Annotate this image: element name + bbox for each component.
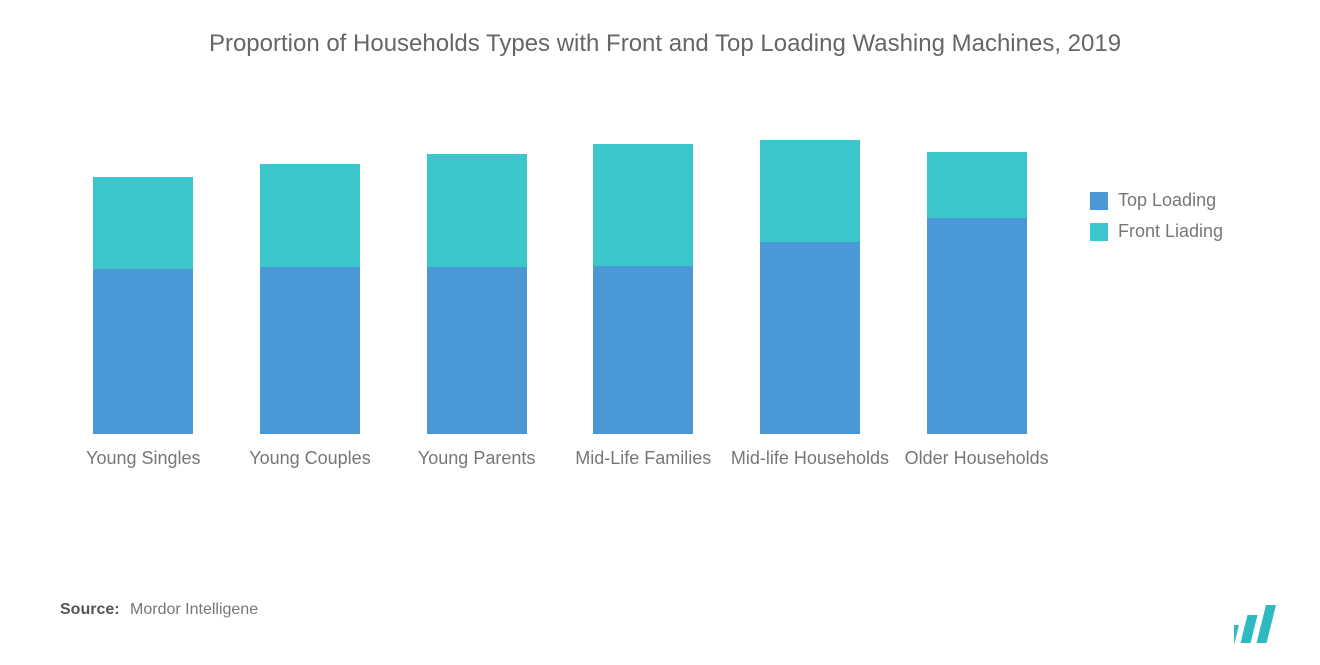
plot-area: Young Singles Young Couples Young Parents M… (60, 130, 1060, 470)
bar-column: Young Parents (393, 154, 560, 470)
bar-segment-front-loading (93, 177, 193, 269)
bar-stack (927, 152, 1027, 434)
bar-column: Mid-life Households (727, 140, 894, 470)
legend-swatch (1090, 223, 1108, 241)
chart-title: Proportion of Households Types with Fron… (175, 28, 1155, 60)
bar-segment-top-loading (427, 267, 527, 434)
source-prefix: Source: (60, 601, 120, 618)
legend: Top Loading Front Liading (1090, 190, 1223, 252)
bar-column: Young Couples (227, 164, 394, 470)
bar-segment-top-loading (93, 269, 193, 434)
x-axis-label: Older Households (905, 446, 1049, 470)
bar-column: Young Singles (60, 177, 227, 470)
bar-segment-front-loading (927, 152, 1027, 218)
bar-segment-front-loading (760, 140, 860, 242)
x-axis-label: Young Singles (86, 446, 200, 470)
source-text: Mordor Intelligene (130, 601, 258, 618)
legend-label: Front Liading (1118, 221, 1223, 242)
bar-segment-front-loading (260, 164, 360, 267)
legend-item: Top Loading (1090, 190, 1223, 211)
bar-stack (760, 140, 860, 434)
bar-group: Young Singles Young Couples Young Parents M… (60, 130, 1060, 470)
chart-container: Proportion of Households Types with Fron… (0, 0, 1320, 665)
x-axis-label: Young Couples (249, 446, 370, 470)
brand-logo-icon (1234, 605, 1288, 643)
bar-segment-top-loading (593, 266, 693, 434)
brand-logo (1234, 605, 1290, 645)
bar-column: Older Households (893, 152, 1060, 470)
legend-item: Front Liading (1090, 221, 1223, 242)
bar-stack (260, 164, 360, 434)
bar-column: Mid-Life Families (560, 144, 727, 470)
bar-segment-top-loading (927, 218, 1027, 434)
bar-segment-front-loading (593, 144, 693, 266)
bar-segment-front-loading (427, 154, 527, 267)
source-attribution: Source: Mordor Intelligene (60, 601, 258, 619)
x-axis-label: Young Parents (418, 446, 535, 470)
legend-swatch (1090, 192, 1108, 210)
x-axis-label: Mid-Life Families (575, 446, 711, 470)
bar-stack (593, 144, 693, 434)
legend-label: Top Loading (1118, 190, 1216, 211)
bar-stack (93, 177, 193, 434)
bar-stack (427, 154, 527, 434)
x-axis-label: Mid-life Households (731, 446, 889, 470)
chart-area: Young Singles Young Couples Young Parents M… (60, 130, 1270, 470)
bar-segment-top-loading (760, 242, 860, 434)
bar-segment-top-loading (260, 267, 360, 434)
